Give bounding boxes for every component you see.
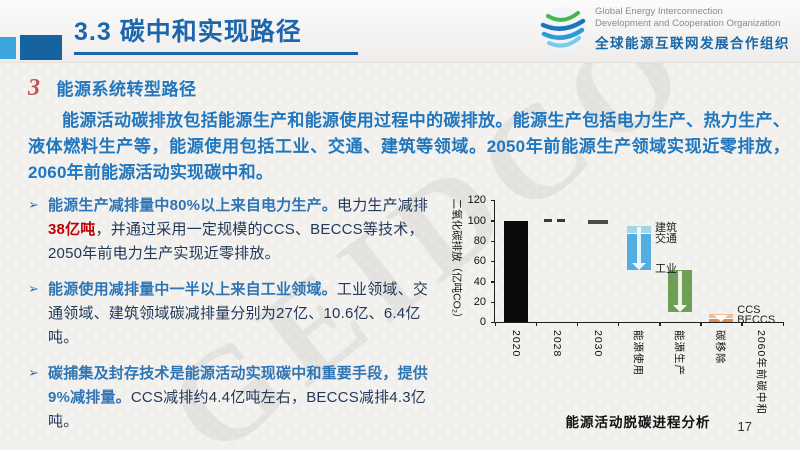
chart-x-tick-mark [782,322,784,327]
section-number: 3 [28,75,40,101]
chart-bar-能源生产 [668,269,693,313]
chart-dash [543,218,552,222]
page-number: 17 [737,419,752,434]
bullet-body: CCS减排约4.4亿吨左右，BECCS减排4.3亿吨。 [48,389,426,431]
chart-y-tick-mark [491,220,495,222]
bullet-lead: 能源生产减排量中80%以上来自电力生产。 [48,197,338,215]
bullet-item-ccs: ➢ 碳捕集及封存技术是能源活动实现碳中和重要手段，提供9%减排量。CCS减排约4.… [28,362,432,434]
chart-y-tick-label: 80 [473,235,486,248]
org-name-en-line1: Global Energy Interconnection [595,5,723,17]
chart-column: 二氧化碳排放（亿吨CO₂） 0 20 40 60 80 100 120 2020 2028 203… [432,194,790,446]
chart-y-tick-label: 0 [479,316,486,329]
org-name-en-line2: Development and Cooperation Organization [595,18,781,29]
bullet-highlight: 38亿吨 [48,221,96,239]
chart-bar-碳移除 [709,314,734,323]
chart-y-tick-label: 60 [473,255,486,268]
slide-body: 3 能源系统转型路径 能源活动碳排放包括能源生产和能源使用过程中的碳排放。能源生… [0,63,800,446]
down-arrow-head-icon [632,262,646,270]
section-heading: 能源系统转型路径 [56,80,197,99]
chart-x-tick-mark [535,322,538,327]
bullet-arrow-icon: ➢ [28,365,40,381]
chart-x-label: 2030 [592,330,605,358]
chart-y-tick-mark [491,199,495,202]
globe-icon [540,7,586,51]
intro-paragraph: 能源活动碳排放包括能源生产和能源使用过程中的碳排放。能源生产包括电力生产、热力生… [28,111,790,182]
bullet-body: 工业领域、交通领域、建筑领域碳减排量分别为27亿、10.6亿、6.4亿吨。 [48,281,429,347]
bullet-arrow-icon: ➢ [28,281,40,297]
chart-x-tick-mark [659,322,661,327]
down-arrow-shaft [678,270,683,307]
chart-annotation: 建筑 [655,221,677,234]
chart-dash [556,218,565,222]
down-arrow-head-icon [673,305,688,313]
chart-y-tick-label: 120 [467,194,486,207]
chart-x-label: 能源使用 [631,330,644,377]
bullet-lead: 碳捕集及封存技术是能源活动实现碳中和重要手段，提供9%减排量。 [48,365,429,407]
chart-title: 能源活动脱碳进程分析 [565,415,711,431]
chart-peak-dashes [543,218,565,222]
bullet-body: 电力生产减排 [337,197,429,215]
chart-x-label: 2060年前碳中和 [754,330,767,416]
org-logo: Global Energy Interconnection Developmen… [539,5,790,53]
chart-x-tick-mark [494,322,496,327]
chart-annotation: 交通 [655,233,677,246]
bullet-item-energy-use: ➢ 能源使用减排量中一半以上来自工业领域。工业领域、交通领域、建筑领域碳减排量分别… [28,278,432,350]
title-underline [74,52,358,55]
chart-bar-2020 [503,220,528,323]
chart-y-tick-label: 40 [473,275,486,288]
chart-y-tick-mark [491,301,495,304]
chart-annotation: 工业 [655,262,677,275]
chart-x-tick-mark [700,322,702,327]
chart-x-tick-mark [617,322,620,327]
chart-annotation: BECCS [737,313,776,326]
header: 3.3 碳中和实现路径 Global Energy Interconnectio… [0,0,800,63]
chart-x-label: 2020 [510,330,523,358]
bullet-arrow-icon: ➢ [28,197,40,213]
content-columns: ➢ 能源生产减排量中80%以上来自电力生产。电力生产减排 38亿吨，并通过采用一定规… [28,194,790,446]
chart-y-tick-mark [491,321,495,324]
bullet-list: ➢ 能源生产减排量中80%以上来自电力生产。电力生产减排 38亿吨，并通过采用一定规… [28,194,432,446]
page-title: 3.3 碳中和实现路径 [74,18,302,46]
down-arrow-head-icon [714,315,729,323]
chart-plot: 二氧化碳排放（亿吨CO₂） 0 20 40 60 80 100 120 2020 2028 203… [451,194,784,415]
chart-y-tick-mark [491,281,495,283]
chart-y-tick-mark [491,240,495,243]
deco-square-light [0,37,16,59]
chart-bar-2030 [587,219,608,224]
chart-annotation: CCS [737,304,761,317]
chart-x-label: 碳移除 [713,330,726,365]
chart-y-tick-label: 100 [467,214,486,227]
org-logo-text: Global Energy Interconnection Developmen… [595,6,790,53]
deco-square-dark [20,35,62,60]
decarbonization-chart: 二氧化碳排放（亿吨CO₂） 0 20 40 60 80 100 120 2020 2028 203… [446,194,790,431]
org-name-cn: 全球能源互联网发展合作组织 [595,36,790,52]
chart-y-tick-mark [491,260,495,263]
chart-x-tick-mark [741,322,743,327]
bullet-lead: 能源使用减排量中一半以上来自工业领域。 [48,281,337,299]
section-heading-row: 3 能源系统转型路径 [28,75,790,102]
bullet-body: ，并通过采用一定规模的CCS、BECCS等技术，2050年前电力生产实现近零排放… [48,221,424,263]
chart-x-label: 能源生产 [672,330,685,377]
chart-x-tick-mark [576,322,579,327]
down-arrow-shaft [637,226,641,264]
chart-y-tick-label: 20 [473,296,486,309]
chart-x-label: 2028 [551,330,564,358]
chart-bar-能源使用 [627,225,651,270]
bullet-item-power-generation: ➢ 能源生产减排量中80%以上来自电力生产。电力生产减排 38亿吨，并通过采用一定规… [28,194,432,266]
